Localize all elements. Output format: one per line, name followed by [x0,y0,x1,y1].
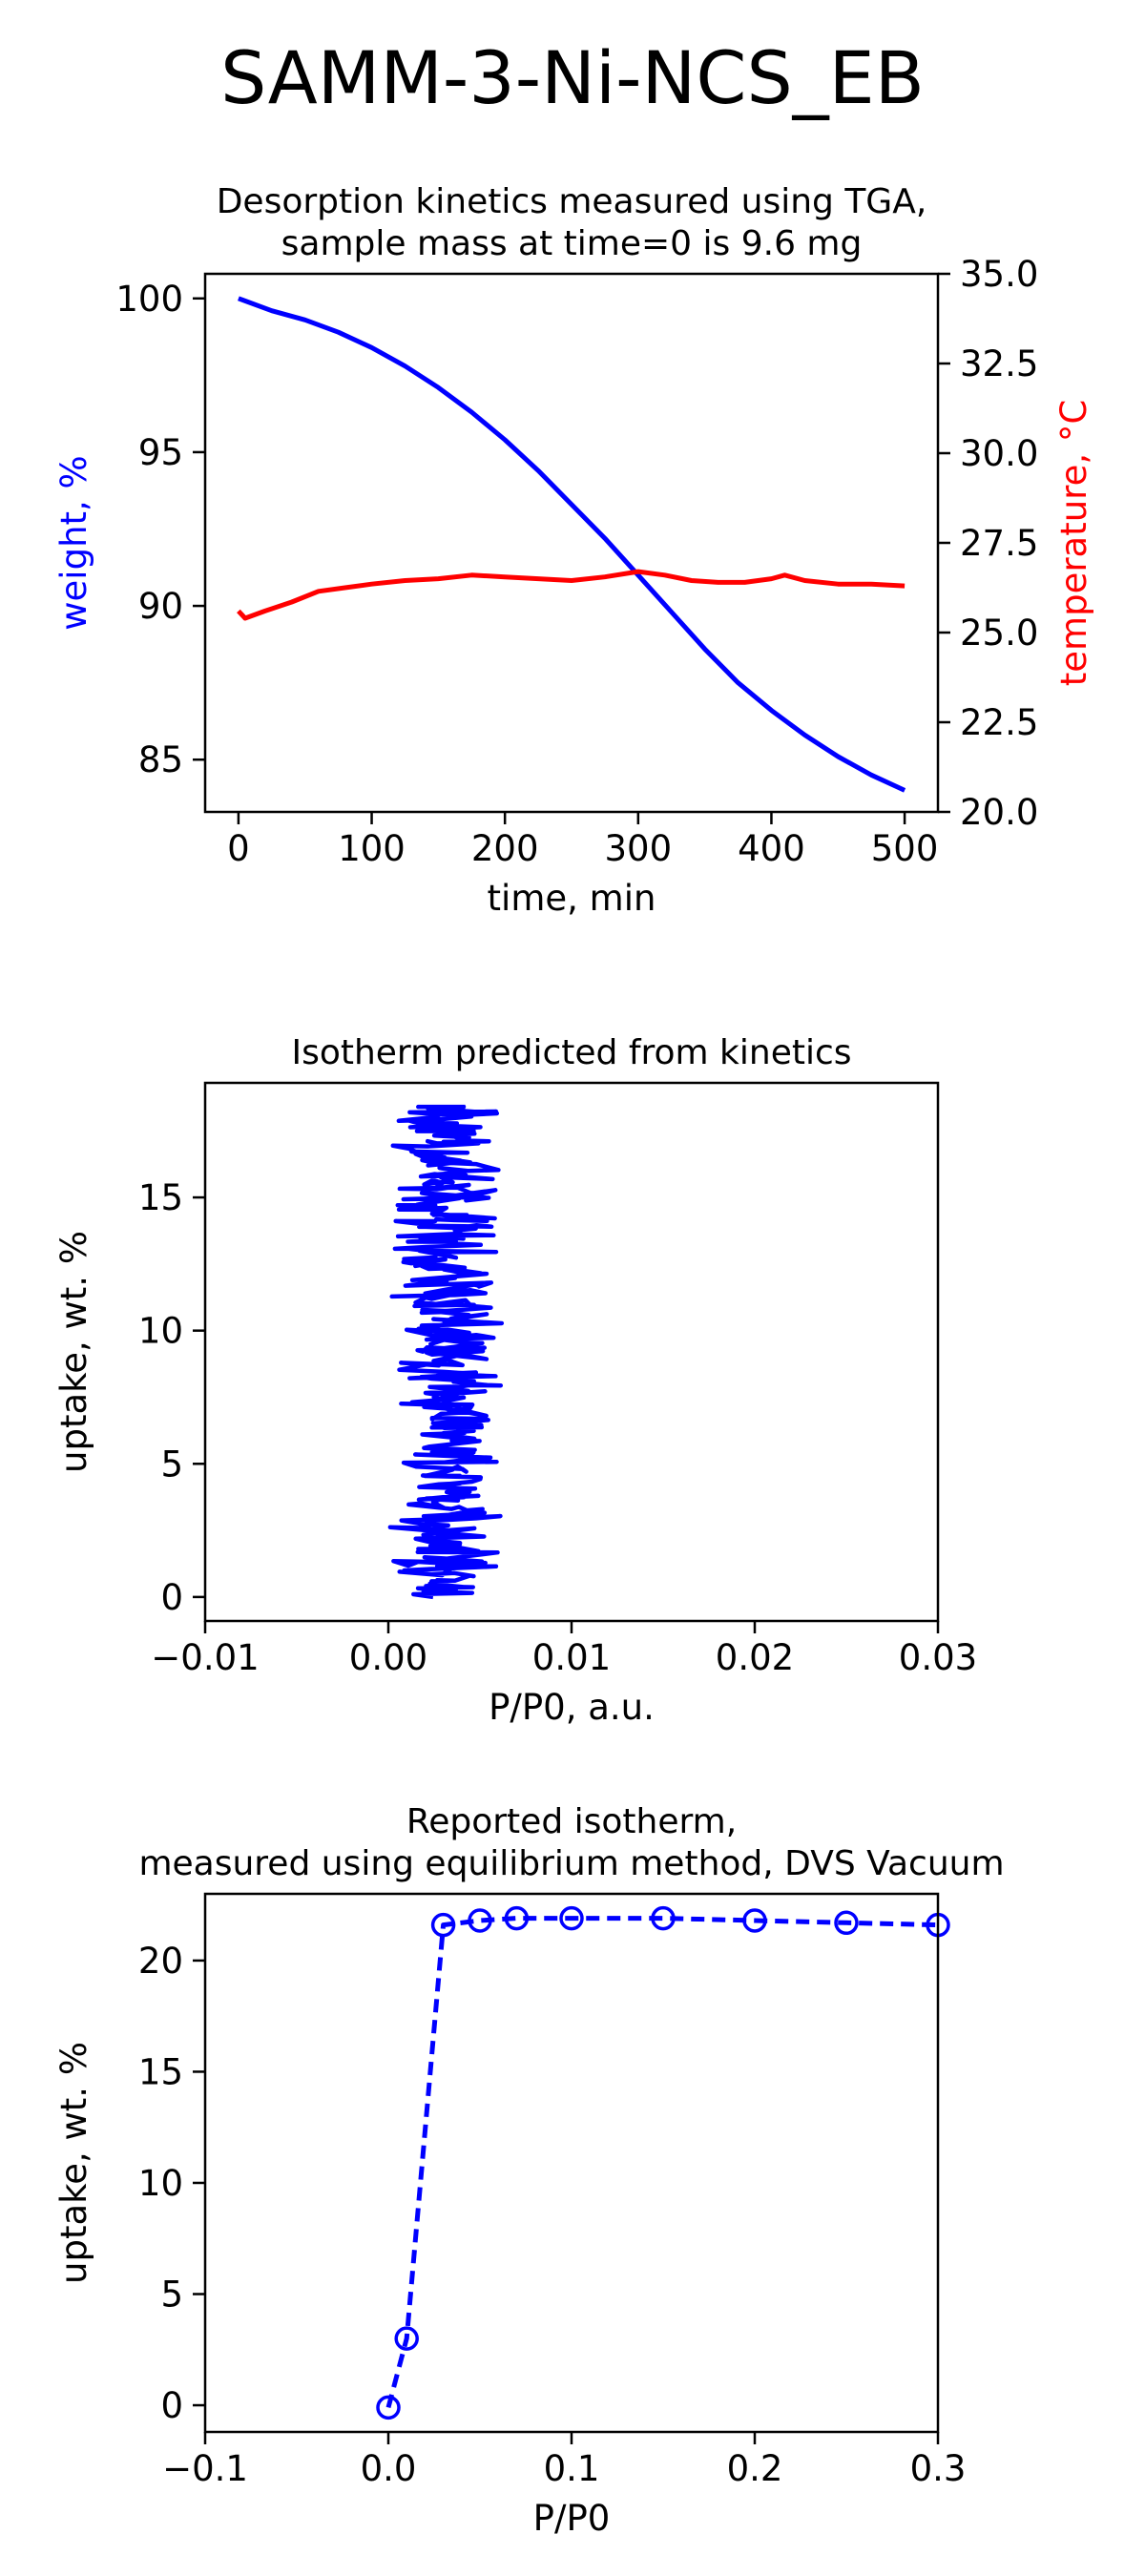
data-point-marker [430,1912,456,1938]
x-axis-label: time, min [488,878,656,919]
y2-axis-label: temperature, °C [1053,400,1094,686]
data-layer [385,1916,938,2409]
data-point-marker [504,1905,530,1931]
x-tick-label: −0.1 [162,2448,248,2489]
x-tick-label: 0.01 [532,1637,611,1678]
series-line-2-0 [385,1916,938,2409]
x-tick-label: 0.03 [899,1637,977,1678]
y-tick-label: 15 [138,2051,183,2092]
data-layer [387,1104,505,1600]
x-tick-label: 0.3 [910,2448,967,2489]
y-tick-label: 10 [138,2163,183,2204]
y2-tick-label: 25.0 [960,613,1038,654]
chart-title-line: sample mass at time=0 is 9.6 mg [281,224,863,263]
chart-title-line: Reported isotherm, [406,1802,737,1841]
y-tick-label: 95 [138,432,183,473]
desorption-kinetics-chart: Desorption kinetics measured using TGA,s… [53,182,1094,919]
x-tick-label: 400 [738,828,805,869]
x-tick-label: 0.1 [544,2448,600,2489]
x-tick-label: −0.01 [151,1637,259,1678]
series-line-0-1 [237,569,906,621]
data-point-marker [742,1908,767,1933]
y2-tick-label: 30.0 [960,433,1038,474]
data-layer [237,296,906,793]
x-tick-label: 100 [338,828,406,869]
x-axis-label: P/P0, a.u. [489,1687,655,1728]
data-point-marker [651,1905,676,1931]
data-point-marker [834,1910,859,1936]
y2-tick-label: 20.0 [960,792,1038,833]
chart-title-line: Desorption kinetics measured using TGA, [217,182,927,221]
y2-tick-label: 32.5 [960,343,1038,384]
x-tick-label: 0 [227,828,250,869]
x-tick-label: 0.0 [361,2448,417,2489]
plot-frame [203,272,940,814]
data-point-marker [559,1905,584,1931]
y-tick-label: 0 [160,2385,183,2426]
x-tick-label: 0.2 [727,2448,783,2489]
series-line-0-0 [238,296,906,793]
data-point-marker [468,1908,492,1933]
chart-title-line: measured using equilibrium method, DVS V… [138,1844,1004,1883]
y-axis-label: uptake, wt. % [53,1231,94,1473]
y-axis-label: weight, % [53,455,94,630]
y-tick-label: 5 [160,1444,183,1485]
x-tick-label: 0.00 [349,1637,427,1678]
x-tick-label: 500 [871,828,939,869]
x-tick-label: 0.02 [716,1637,794,1678]
y-tick-label: 0 [160,1577,183,1618]
y-tick-label: 20 [138,1941,183,1982]
series-line-predicted-isotherm [387,1104,505,1600]
x-tick-label: 300 [605,828,673,869]
y2-tick-label: 22.5 [960,702,1038,743]
y-tick-label: 100 [115,279,183,320]
y-tick-label: 90 [138,586,183,627]
reported-isotherm-chart: Reported isotherm,measured using equilib… [53,1802,1005,2539]
data-point-marker [394,2326,419,2351]
y-tick-label: 10 [138,1311,183,1352]
y2-tick-label: 27.5 [960,523,1038,564]
y2-tick-label: 35.0 [960,254,1038,295]
data-point-marker [376,2395,401,2420]
x-tick-label: 200 [471,828,539,869]
y-tick-label: 85 [138,739,183,780]
figure-title: SAMM-3-Ni-NCS_EB [220,35,925,120]
y-tick-label: 5 [160,2275,183,2316]
y-axis-label: uptake, wt. % [53,2042,94,2284]
plot-frame [203,1081,940,1623]
x-axis-label: P/P0 [533,2498,611,2539]
y-tick-label: 15 [138,1177,183,1218]
predicted-isotherm-chart: Isotherm predicted from kinetics −0.01 0.0… [53,1033,977,1728]
plot-frame [203,1892,940,2434]
chart-title-line: Isotherm predicted from kinetics [291,1033,851,1072]
